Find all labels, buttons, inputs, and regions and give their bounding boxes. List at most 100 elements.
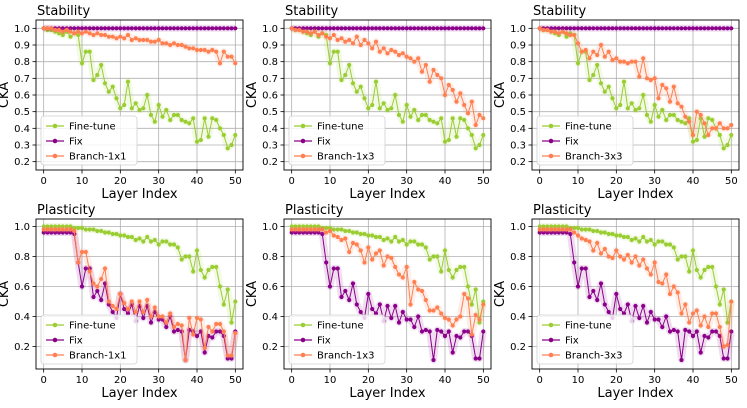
data-point <box>339 77 344 83</box>
data-point <box>725 342 730 348</box>
data-point <box>187 254 192 259</box>
data-point <box>152 305 157 310</box>
axes-frame <box>283 218 492 370</box>
data-point <box>217 329 223 334</box>
data-point <box>385 254 390 259</box>
data-point <box>156 37 161 43</box>
data-point <box>41 26 46 31</box>
data-point <box>404 54 409 59</box>
data-point <box>641 257 646 262</box>
data-point <box>118 233 123 238</box>
series-3 <box>289 226 487 338</box>
data-point <box>214 117 219 123</box>
legend-label: Fine-tune <box>317 122 364 133</box>
data-point <box>312 29 317 34</box>
data-point <box>729 299 734 304</box>
data-point <box>595 240 600 246</box>
data-point <box>435 254 440 259</box>
data-point <box>591 49 596 54</box>
data-point <box>690 248 696 253</box>
data-point <box>229 142 234 148</box>
y-tick-label: 0.6 <box>14 91 30 102</box>
y-tick-label: 0.4 <box>14 312 30 323</box>
y-tick-label: 0.4 <box>510 124 526 135</box>
data-point <box>710 117 715 123</box>
x-tick-label: 0 <box>536 375 542 386</box>
data-point <box>217 61 223 66</box>
data-point <box>168 242 173 247</box>
y-tick-label: 0.8 <box>14 252 30 263</box>
data-point <box>450 275 455 280</box>
data-point <box>316 230 321 235</box>
data-point <box>99 297 104 303</box>
data-point <box>679 119 684 124</box>
data-point <box>396 320 402 325</box>
data-point <box>60 26 65 31</box>
y-tick-label: 0.6 <box>510 282 526 293</box>
data-point <box>347 228 352 234</box>
data-point <box>320 227 325 232</box>
data-point <box>648 309 653 315</box>
data-point <box>435 327 440 333</box>
data-point <box>56 230 62 235</box>
data-point <box>214 49 219 54</box>
data-point <box>56 224 62 229</box>
data-point <box>122 102 127 108</box>
data-point <box>694 308 699 313</box>
data-point <box>385 26 390 31</box>
x-axis-label: Layer Index <box>349 386 425 401</box>
data-point <box>49 224 54 229</box>
legend-label: Fix <box>317 137 331 148</box>
data-point <box>614 233 619 238</box>
data-point <box>210 26 215 31</box>
data-point <box>598 81 604 86</box>
data-point <box>389 315 394 321</box>
x-axis-label: Layer Index <box>101 386 177 401</box>
data-point <box>133 26 138 31</box>
data-point <box>450 116 455 121</box>
y-tick-label: 0.2 <box>262 342 278 353</box>
data-point <box>400 309 405 315</box>
data-point <box>442 26 448 31</box>
data-point <box>598 281 604 286</box>
data-point <box>102 26 108 31</box>
data-point <box>110 34 115 39</box>
data-point <box>95 31 100 36</box>
data-point <box>549 224 554 229</box>
data-point <box>481 116 486 121</box>
legend-label: Fix <box>565 336 579 347</box>
data-point <box>122 26 127 31</box>
data-point <box>564 26 569 31</box>
data-point <box>552 230 558 235</box>
chart-panel-1: 0.2 0.3 0.4 0.5 0.6 0.7 0.8 0.9 1.0 0 10 20 30 40 50 St… <box>0 4 244 202</box>
data-point <box>545 27 550 33</box>
legend-label: Fix <box>69 137 83 148</box>
data-point <box>393 234 398 240</box>
data-point <box>602 246 607 252</box>
data-point <box>122 36 127 41</box>
data-point <box>454 317 459 322</box>
data-point <box>64 230 69 235</box>
chart-panel-4: 0.2 0.4 0.6 0.8 1.0 0 10 20 30 40 50 Plasticity Laye… <box>0 203 244 401</box>
data-point <box>473 312 478 318</box>
data-point <box>412 26 417 31</box>
data-point <box>404 102 409 108</box>
legend-swatch-marker <box>300 352 306 358</box>
data-point <box>675 290 680 295</box>
data-point <box>79 31 85 36</box>
data-point <box>362 96 367 101</box>
data-point <box>698 26 703 31</box>
x-tick-label: 50 <box>229 375 242 386</box>
data-point <box>664 272 669 277</box>
data-point <box>373 311 379 316</box>
data-point <box>370 257 375 262</box>
data-point <box>721 356 726 361</box>
data-point <box>304 227 310 232</box>
y-tick-label: 0.8 <box>262 57 278 68</box>
y-tick-label: 0.8 <box>510 57 526 68</box>
data-point <box>690 333 696 339</box>
data-point <box>335 26 340 31</box>
data-point <box>350 41 356 46</box>
data-point <box>698 112 703 118</box>
